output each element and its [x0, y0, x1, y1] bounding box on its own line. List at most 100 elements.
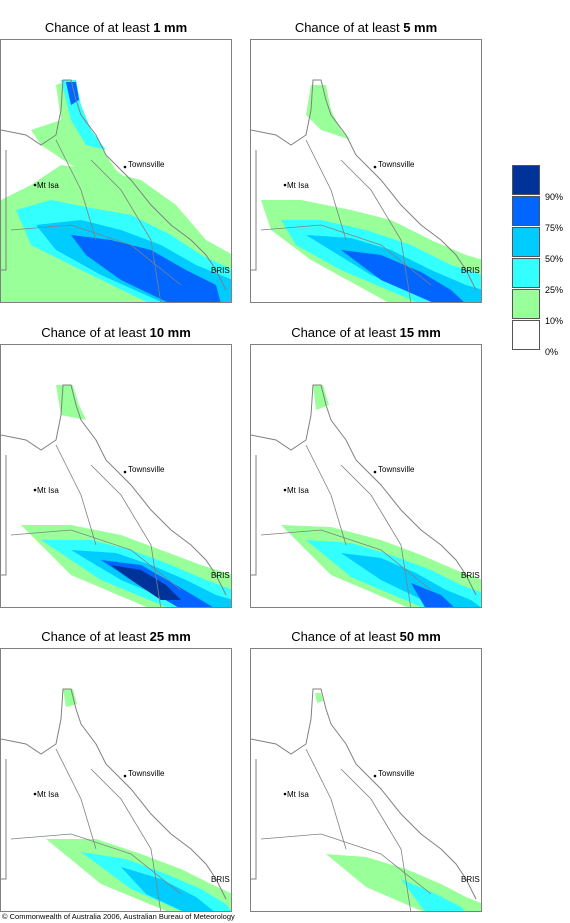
- brisbane-label: BRIS: [211, 266, 230, 275]
- shade-10-25-north: [315, 693, 323, 703]
- region-boundary-1: [260, 224, 432, 286]
- legend-label-50: 50%: [545, 254, 564, 264]
- mt-isa-label: Mt Isa: [287, 181, 309, 190]
- region-boundary-1: [10, 833, 182, 895]
- city-marker: [283, 488, 287, 492]
- city-marker: [123, 470, 127, 474]
- panel-title: Chance of at least 25 mm: [41, 629, 191, 644]
- shade-75-90: [71, 235, 221, 302]
- legend-label-0: 0%: [545, 347, 559, 357]
- legend-label-10: 10%: [545, 316, 564, 326]
- region-boundary-1: [260, 833, 432, 895]
- townsville-label: Townsville: [128, 465, 165, 474]
- legend-swatch-75-90: [512, 196, 540, 226]
- state-border: [251, 455, 257, 576]
- legend-swatch-90-100: [512, 165, 540, 195]
- coastline: [251, 384, 477, 596]
- panel-title: Chance of at least 5 mm: [294, 20, 438, 35]
- state-border: [251, 759, 257, 880]
- legend-label-75: 75%: [545, 223, 564, 233]
- map-svg: Mt Isa Townsville BRIS: [1, 384, 231, 607]
- mt-isa-label: Mt Isa: [37, 486, 59, 495]
- region-boundary-3: [305, 139, 347, 241]
- brisbane-label: BRIS: [461, 571, 480, 580]
- region-boundary-2: [90, 768, 162, 911]
- region-boundary-2: [340, 159, 412, 302]
- map-svg: Mt Isa Townsville BRIS: [1, 79, 231, 302]
- city-marker: [373, 774, 377, 778]
- region-boundary-3: [55, 139, 97, 241]
- map-svg: Mt Isa Townsville BRIS: [251, 384, 481, 607]
- city-marker: [33, 488, 37, 492]
- panel-title: Chance of at least 1 mm: [44, 20, 188, 35]
- legend-label-90: 90%: [545, 192, 564, 202]
- shade-10-25-north: [306, 85, 351, 140]
- shade-10-25-north: [63, 689, 77, 707]
- panel-title: Chance of at least 50 mm: [291, 629, 441, 644]
- townsville-label: Townsville: [378, 465, 415, 474]
- panel-title: Chance of at least 15 mm: [291, 325, 441, 340]
- city-marker: [33, 183, 37, 187]
- map-svg: Mt Isa Townsville BRIS: [1, 688, 231, 911]
- coastline: [251, 79, 477, 291]
- region-boundary-1: [260, 529, 432, 591]
- region-boundary-2: [90, 464, 162, 607]
- townsville-label: Townsville: [128, 160, 165, 169]
- copyright-notice: © Commonwealth of Australia 2006, Austra…: [2, 912, 235, 921]
- rainfall-chance-map: Mt Isa Townsville BRIS: [0, 344, 232, 608]
- legend-swatch-10-25: [512, 289, 540, 319]
- mt-isa-label: Mt Isa: [287, 790, 309, 799]
- region-boundary-1: [10, 224, 182, 286]
- shade-25-50: [401, 879, 465, 911]
- townsville-label: Townsville: [378, 160, 415, 169]
- region-boundary-3: [55, 444, 97, 546]
- region-boundary-1: [10, 529, 182, 591]
- shade-50-75: [341, 553, 481, 607]
- map-svg: Mt Isa Townsville BRIS: [251, 79, 481, 302]
- region-boundary-2: [90, 159, 162, 302]
- legend-swatch-50-75: [512, 227, 540, 257]
- city-marker: [373, 165, 377, 169]
- shade-10-25-north: [56, 385, 86, 420]
- coastline: [251, 688, 477, 900]
- rainfall-chance-map: Mt Isa Townsville BRIS: [0, 39, 232, 303]
- city-marker: [123, 774, 127, 778]
- shade-75-90: [411, 583, 454, 607]
- state-border: [1, 455, 7, 576]
- region-boundary-2: [340, 768, 412, 911]
- rainfall-chance-map: Mt Isa Townsville BRIS: [250, 39, 482, 303]
- brisbane-label: BRIS: [211, 571, 230, 580]
- legend-label-25: 25%: [545, 285, 564, 295]
- state-border: [1, 150, 7, 271]
- region-boundary-3: [305, 444, 347, 546]
- panel-title: Chance of at least 10 mm: [41, 325, 191, 340]
- rainfall-chance-map: Mt Isa Townsville BRIS: [250, 344, 482, 608]
- rainfall-chance-map: Mt Isa Townsville BRIS: [250, 648, 482, 912]
- region-boundary-3: [305, 748, 347, 850]
- shade-50-75: [121, 867, 214, 911]
- brisbane-label: BRIS: [461, 875, 480, 884]
- townsville-label: Townsville: [378, 769, 415, 778]
- mt-isa-label: Mt Isa: [37, 181, 59, 190]
- region-boundary-2: [340, 464, 412, 607]
- state-border: [1, 759, 7, 880]
- coastline: [1, 79, 227, 291]
- shade-75-90: [341, 250, 464, 302]
- shade-10-25-north: [313, 385, 329, 410]
- mt-isa-label: Mt Isa: [37, 790, 59, 799]
- state-border: [251, 150, 257, 271]
- city-marker: [283, 792, 287, 796]
- city-marker: [373, 470, 377, 474]
- legend-swatch-25-50: [512, 258, 540, 288]
- brisbane-label: BRIS: [211, 875, 230, 884]
- shade-10-25: [326, 854, 481, 911]
- coastline: [1, 688, 227, 900]
- city-marker: [33, 792, 37, 796]
- city-marker: [283, 183, 287, 187]
- region-boundary-3: [55, 748, 97, 850]
- mt-isa-label: Mt Isa: [287, 486, 309, 495]
- map-svg: Mt Isa Townsville BRIS: [251, 688, 481, 911]
- brisbane-label: BRIS: [461, 266, 480, 275]
- shade-90-100: [111, 565, 181, 600]
- townsville-label: Townsville: [128, 769, 165, 778]
